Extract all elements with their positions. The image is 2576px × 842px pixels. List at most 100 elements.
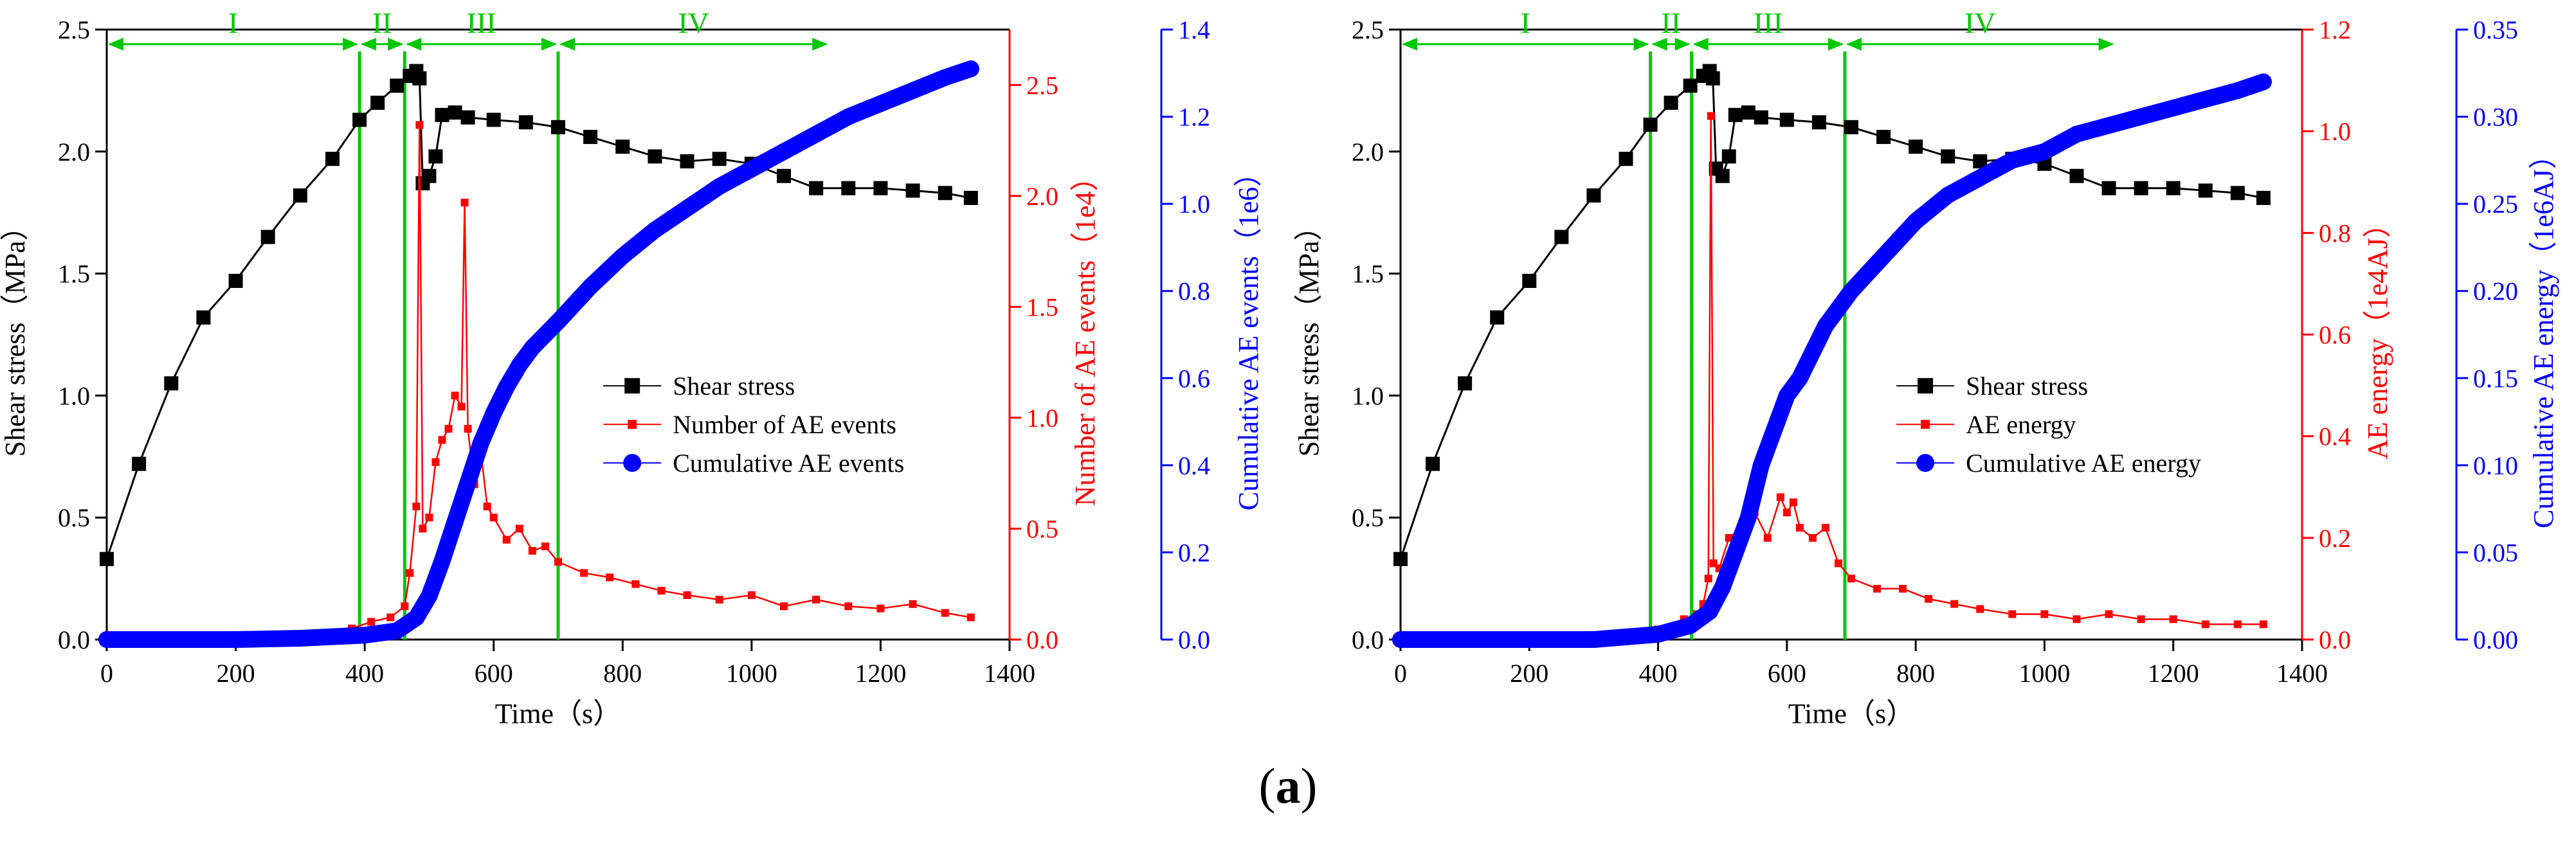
data-point-shear-stress [1811, 115, 1826, 130]
data-point-cumulative [2036, 143, 2053, 160]
data-point-cumulative [1682, 617, 1699, 634]
data-point-cumulative [776, 143, 792, 160]
y-right1-tick-label: 1.5 [1026, 292, 1058, 321]
data-point-cumulative [1939, 186, 1957, 204]
data-point-ae [406, 569, 414, 577]
data-point-shear-stress [1643, 118, 1658, 132]
data-point-ae [780, 602, 788, 611]
y-left-tick-label: 2.0 [1352, 138, 1384, 166]
data-point-ae [1725, 533, 1733, 542]
data-point-ae [1925, 595, 1933, 603]
x-tick-label: 800 [1896, 659, 1935, 688]
data-point-shear-stress [228, 273, 243, 288]
data-point-ae [2233, 620, 2242, 629]
y-right2-tick-label: 1.2 [1178, 103, 1210, 132]
y-right2-tick-label: 0.10 [2473, 451, 2518, 480]
data-point-ae [1709, 559, 1718, 568]
data-point-cumulative [1972, 169, 1989, 186]
data-point-shear-stress [905, 183, 920, 198]
data-point-shear-stress [293, 188, 307, 203]
data-point-shear-stress [1721, 149, 1736, 164]
x-tick-label: 1400 [984, 659, 1035, 688]
y-right2-tick-label: 1.0 [1178, 190, 1210, 219]
stage-label: III [467, 6, 496, 39]
data-point-cumulative [1701, 603, 1718, 620]
data-point-ae [1707, 112, 1715, 120]
y-right1-tick-label: 1.2 [2319, 15, 2351, 44]
y-left-axis-label: Shear stress（MPa） [0, 212, 31, 456]
data-point-shear-stress [1909, 139, 1923, 154]
stage-arrow-head [361, 37, 377, 51]
data-point-ae [580, 569, 588, 577]
data-point-cumulative [1727, 544, 1744, 561]
data-point-ae [2201, 620, 2209, 629]
y-left-tick-label: 2.0 [58, 138, 90, 166]
data-point-shear-stress [196, 310, 211, 325]
y-right2-axis-label: Cumulative AE events（1e6） [1233, 159, 1264, 510]
data-point-ae [415, 121, 424, 129]
data-point-ae [541, 542, 549, 551]
data-point-ae [812, 595, 821, 604]
data-point-cumulative [1649, 625, 1667, 643]
data-point-shear-stress [1426, 456, 1440, 471]
y-right1-axis-label: Number of AE events（1e4） [1069, 163, 1101, 506]
data-point-shear-stress [1754, 110, 1768, 125]
data-point-ae [457, 402, 466, 411]
x-tick-label: 1000 [2018, 659, 2070, 688]
data-point-ae [2105, 610, 2113, 618]
data-point-ae [419, 524, 427, 533]
series-line-cumulative [1392, 73, 2272, 648]
stage-arrow-head [1402, 37, 1417, 51]
y-right2-tick-label: 0.8 [1178, 277, 1210, 306]
data-point-ae [2137, 615, 2145, 623]
y-left-tick-label: 1.5 [1352, 260, 1384, 289]
y-right1-tick-label: 0.2 [2319, 524, 2351, 553]
data-point-cumulative [498, 378, 515, 395]
y-left-tick-label: 0.5 [58, 503, 90, 532]
y-right2-tick-label: 0.4 [1178, 451, 1210, 480]
y-right1-axis-label: AE energy（1e4AJ） [2362, 210, 2393, 460]
data-point-cumulative [840, 108, 857, 125]
stage-arrow-head [812, 37, 828, 51]
y-right1-tick-label: 2.5 [1026, 71, 1058, 100]
stage-label: IV [1964, 6, 1996, 39]
stage-arrow-head [406, 37, 422, 51]
x-axis-label: Time（s） [1788, 698, 1914, 730]
legend-marker [1916, 454, 1935, 472]
data-point-shear-stress [370, 95, 385, 110]
x-tick-label: 600 [475, 659, 513, 688]
data-point-shear-stress [1844, 120, 1858, 134]
data-point-cumulative [1778, 387, 1795, 404]
data-point-shear-stress [2069, 168, 2084, 183]
x-tick-label: 1000 [726, 659, 777, 688]
data-point-shear-stress [325, 152, 340, 166]
stage-arrow-head [1651, 37, 1667, 51]
stage-arrow-head [1674, 37, 1691, 51]
data-point-cumulative [291, 629, 309, 647]
data-point-ae [460, 199, 469, 207]
data-point-shear-stress [428, 149, 443, 164]
data-point-ae [1795, 524, 1804, 532]
data-point-cumulative [459, 474, 476, 491]
data-point-shear-stress [1715, 168, 1730, 183]
legend-marker [623, 454, 642, 472]
data-point-shear-stress [1586, 188, 1601, 203]
data-point-ae [489, 514, 498, 522]
stage-arrow-head [1828, 37, 1844, 51]
data-point-ae [464, 425, 472, 433]
x-tick-label: 400 [345, 659, 384, 688]
data-point-cumulative [2068, 125, 2085, 143]
stage-arrow-head [541, 37, 557, 51]
data-point-shear-stress [551, 120, 565, 134]
y-right1-tick-label: 2.0 [1026, 182, 1058, 211]
data-point-cumulative [1714, 578, 1731, 596]
data-point-ae [483, 502, 491, 510]
stage-label: II [372, 6, 392, 39]
y-right2-tick-label: 0.05 [2473, 538, 2518, 567]
data-point-cumulative [936, 69, 954, 86]
data-point-ae [451, 391, 459, 400]
data-point-cumulative [98, 631, 115, 648]
data-point-ae [386, 613, 395, 622]
data-point-ae [401, 602, 409, 611]
data-point-cumulative [743, 160, 760, 177]
